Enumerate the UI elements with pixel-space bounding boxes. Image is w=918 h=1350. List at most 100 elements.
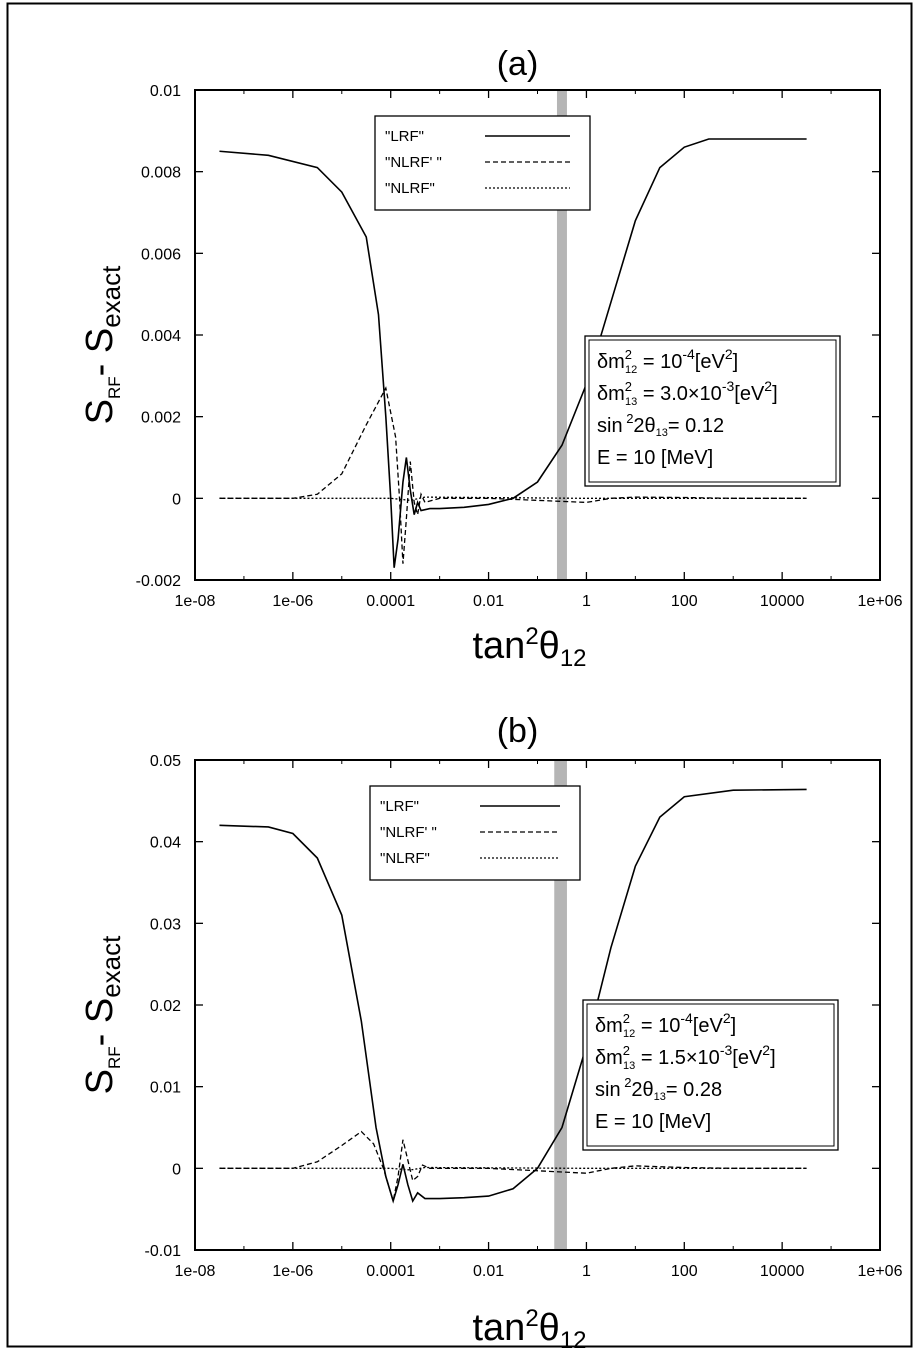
legend-box bbox=[369, 785, 581, 881]
y-label-sub: RF bbox=[105, 1046, 124, 1069]
x-tick-label: 100 bbox=[671, 593, 698, 610]
info-pre: sin bbox=[595, 1079, 621, 1101]
y-tick-label: -0.01 bbox=[145, 1243, 182, 1260]
info-line: sin 22θ13= 0.28 bbox=[595, 1075, 722, 1103]
y-tick-label: 0.05 bbox=[150, 753, 181, 770]
info-sup2: -3 bbox=[722, 378, 735, 394]
y-tick-label: -0.002 bbox=[136, 573, 181, 590]
legend-label: "LRF" bbox=[380, 798, 419, 815]
y-tick-label: 0.002 bbox=[141, 410, 181, 427]
panel-title: (b) bbox=[497, 712, 539, 750]
info-post: = 1.5×10 bbox=[635, 1047, 720, 1069]
info-pre: E = 10 [MeV] bbox=[595, 1111, 711, 1133]
info-sub2: 13 bbox=[654, 1091, 666, 1103]
info-sup: 2 bbox=[621, 1075, 632, 1090]
legend-box bbox=[374, 115, 591, 211]
y-tick-label: 0.03 bbox=[150, 916, 181, 933]
x-tick-label: 0.01 bbox=[473, 593, 504, 610]
y-label-sub2: exact bbox=[96, 265, 126, 328]
info-sub: 12 bbox=[623, 1028, 635, 1040]
y-label-sub2: exact bbox=[96, 935, 126, 998]
y-label-main: S bbox=[79, 399, 121, 424]
x-tick-label: 1e+06 bbox=[858, 593, 903, 610]
info-post2: [eV bbox=[732, 1047, 763, 1069]
y-label-mid: - S bbox=[79, 998, 121, 1047]
info-sub2: 13 bbox=[656, 427, 668, 439]
info-post3: ] bbox=[772, 383, 778, 405]
panel-b: 1e-08 1e-06 0.0001 0.01 1 100 10000 1e+06 -0.01 0… bbox=[79, 712, 903, 1350]
info-sub: 13 bbox=[625, 396, 637, 408]
x-tick-label: 1 bbox=[582, 1263, 591, 1280]
x-axis-label: tan2θ12 bbox=[472, 623, 586, 672]
x-label-sub: 12 bbox=[560, 645, 587, 672]
x-label-base: tan bbox=[472, 1307, 525, 1349]
x-tick-label: 1e-06 bbox=[272, 1263, 313, 1280]
series-line-nlrf-prime bbox=[219, 1130, 807, 1202]
legend-label: "NLRF' " bbox=[385, 154, 442, 171]
info-post2: = 0.12 bbox=[668, 415, 724, 437]
series-line-lrf bbox=[219, 788, 807, 1204]
x-tick-label: 1e-06 bbox=[272, 593, 313, 610]
y-tick-label: 0 bbox=[172, 491, 181, 508]
legend-label: "NLRF' " bbox=[380, 824, 437, 841]
info-sup3: 2 bbox=[725, 346, 733, 362]
x-axis-label: tan2θ12 bbox=[472, 1305, 586, 1350]
x-tick-label: 0.0001 bbox=[366, 593, 415, 610]
info-post2: [eV bbox=[693, 1015, 724, 1037]
info-sub: 13 bbox=[623, 1060, 635, 1072]
y-axis-label: SRF- Sexact bbox=[79, 265, 126, 425]
info-line: E = 10 [MeV] bbox=[595, 1111, 711, 1133]
info-post2: [eV bbox=[695, 351, 726, 373]
x-tick-label: 1e-08 bbox=[175, 1263, 216, 1280]
info-box-inner bbox=[588, 339, 837, 483]
info-post3: ] bbox=[733, 351, 739, 373]
info-sup2: -3 bbox=[720, 1042, 733, 1058]
info-pre: δm bbox=[595, 1015, 623, 1037]
x-label-sym: θ bbox=[539, 1307, 560, 1349]
x-tick-label: 0.01 bbox=[473, 1263, 504, 1280]
y-label-mid: - S bbox=[79, 328, 121, 377]
legend-label: "NLRF" bbox=[380, 850, 430, 867]
info-line: sin 22θ13= 0.12 bbox=[597, 411, 724, 439]
info-line: δm2 12 = 10-4[eV2] bbox=[595, 1010, 736, 1040]
info-post2: = 0.28 bbox=[666, 1079, 722, 1101]
x-tick-label: 1 bbox=[582, 593, 591, 610]
info-sub: 12 bbox=[625, 364, 637, 376]
panel-title: (a) bbox=[497, 45, 539, 83]
info-post: 2θ bbox=[631, 1079, 653, 1101]
info-post: = 10 bbox=[635, 1015, 680, 1037]
y-tick-label: 0.04 bbox=[150, 835, 181, 852]
y-tick-label: 0.02 bbox=[150, 998, 181, 1015]
info-sup2: -4 bbox=[680, 1010, 693, 1026]
info-post: 2θ bbox=[633, 415, 655, 437]
info-post3: ] bbox=[770, 1047, 776, 1069]
x-tick-label: 100 bbox=[671, 1263, 698, 1280]
legend-label: "LRF" bbox=[385, 128, 424, 145]
info-pre: E = 10 [MeV] bbox=[597, 447, 713, 469]
series-line-nlrf-prime bbox=[219, 386, 807, 564]
x-tick-label: 1e-08 bbox=[175, 593, 216, 610]
info-sup: 2 bbox=[623, 1043, 630, 1058]
info-sup: 2 bbox=[625, 379, 632, 394]
info-post: = 3.0×10 bbox=[637, 383, 722, 405]
x-tick-label: 10000 bbox=[760, 1263, 805, 1280]
info-pre: δm bbox=[595, 1047, 623, 1069]
y-label-sub: RF bbox=[105, 376, 124, 399]
y-tick-label: 0.006 bbox=[141, 246, 181, 263]
info-sup2: -4 bbox=[682, 346, 695, 362]
x-tick-label: 0.0001 bbox=[366, 1263, 415, 1280]
info-post: = 10 bbox=[637, 351, 682, 373]
info-sup: 2 bbox=[625, 347, 632, 362]
series-line-lrf bbox=[219, 138, 807, 568]
info-box bbox=[582, 999, 839, 1151]
y-tick-label: 0.004 bbox=[141, 328, 181, 345]
info-line: δm2 13 = 3.0×10-3[eV2] bbox=[597, 378, 778, 408]
x-label-sup: 2 bbox=[525, 623, 538, 650]
y-label-main: S bbox=[79, 1069, 121, 1094]
info-line: δm2 12 = 10-4[eV2] bbox=[597, 346, 738, 376]
y-tick-label: 0.01 bbox=[150, 1080, 181, 1097]
panel-a: 1e-08 1e-06 0.0001 0.01 1 100 10000 1e+06 -0.002… bbox=[79, 45, 903, 672]
info-sup: 2 bbox=[623, 411, 634, 426]
x-tick-label: 10000 bbox=[760, 593, 805, 610]
